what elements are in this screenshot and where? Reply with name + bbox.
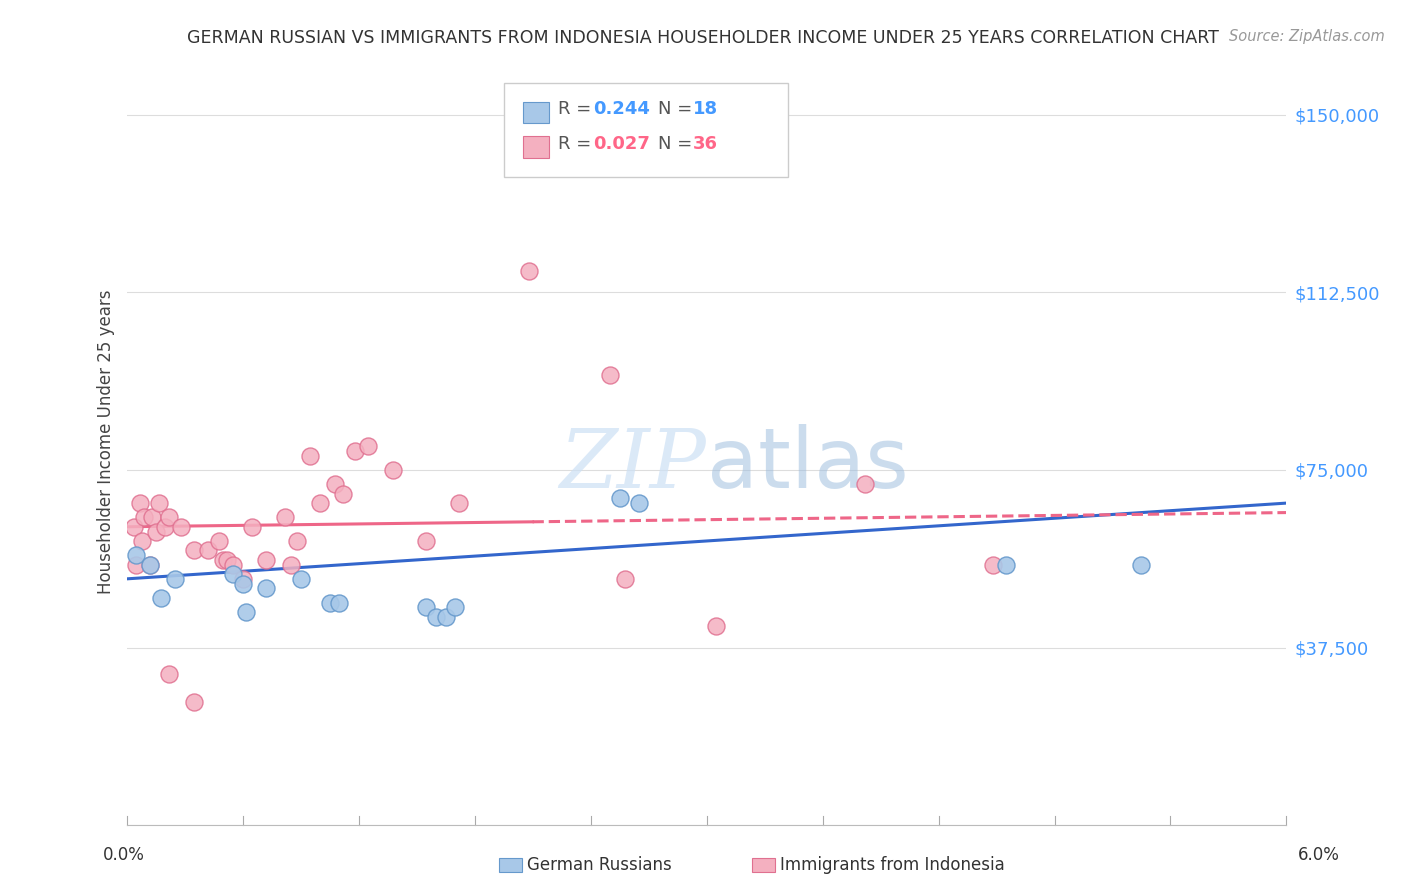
Point	[125, 548, 148, 562]
Point	[212, 553, 235, 567]
Point	[1130, 558, 1153, 572]
Point	[274, 510, 297, 524]
Text: R =: R =	[558, 101, 598, 119]
Point	[183, 695, 205, 709]
Point	[332, 486, 354, 500]
Point	[609, 491, 631, 506]
Point	[231, 576, 253, 591]
Text: 6.0%: 6.0%	[1298, 846, 1340, 863]
Text: GERMAN RUSSIAN VS IMMIGRANTS FROM INDONESIA HOUSEHOLDER INCOME UNDER 25 YEARS CO: GERMAN RUSSIAN VS IMMIGRANTS FROM INDONE…	[187, 29, 1219, 46]
Point	[222, 567, 245, 582]
Point	[163, 572, 186, 586]
Point	[704, 619, 727, 633]
Point	[382, 463, 405, 477]
Point	[222, 558, 245, 572]
Point	[132, 510, 155, 524]
Point	[425, 609, 447, 624]
FancyBboxPatch shape	[503, 83, 787, 177]
Text: 18: 18	[693, 101, 717, 119]
Point	[290, 572, 312, 586]
Text: atlas: atlas	[707, 424, 908, 505]
Point	[131, 533, 153, 548]
Text: 0.027: 0.027	[593, 135, 650, 153]
Point	[254, 582, 277, 596]
Point	[415, 600, 437, 615]
Point	[240, 520, 263, 534]
Point	[995, 558, 1018, 572]
Point	[627, 496, 650, 510]
Point	[129, 496, 152, 510]
Text: N =: N =	[658, 101, 697, 119]
Point	[157, 666, 180, 681]
Point	[125, 558, 148, 572]
Text: Immigrants from Indonesia: Immigrants from Indonesia	[780, 856, 1005, 874]
Text: ZIP: ZIP	[560, 425, 707, 505]
Bar	[523, 102, 548, 123]
Point	[285, 533, 308, 548]
Point	[235, 605, 257, 619]
Point	[599, 368, 621, 383]
Point	[138, 558, 160, 572]
Text: German Russians: German Russians	[527, 856, 672, 874]
Point	[157, 510, 180, 524]
Point	[309, 496, 332, 510]
Point	[318, 595, 340, 609]
Point	[153, 520, 177, 534]
Point	[150, 591, 173, 605]
Point	[148, 496, 170, 510]
Text: 0.0%: 0.0%	[103, 846, 145, 863]
Text: 36: 36	[693, 135, 717, 153]
Text: N =: N =	[658, 135, 697, 153]
Point	[124, 520, 146, 534]
Point	[138, 558, 160, 572]
Point	[280, 558, 302, 572]
Point	[415, 533, 437, 548]
Point	[323, 477, 347, 491]
Point	[208, 533, 231, 548]
Point	[434, 609, 457, 624]
Text: R =: R =	[558, 135, 598, 153]
Point	[141, 510, 163, 524]
Point	[183, 543, 205, 558]
Point	[145, 524, 167, 539]
Point	[231, 572, 253, 586]
Point	[217, 553, 239, 567]
Point	[343, 444, 366, 458]
Bar	[523, 136, 548, 158]
Point	[853, 477, 876, 491]
Point	[299, 449, 322, 463]
Point	[328, 595, 350, 609]
Point	[981, 558, 1004, 572]
Point	[447, 496, 470, 510]
Text: Source: ZipAtlas.com: Source: ZipAtlas.com	[1229, 29, 1385, 44]
Point	[357, 439, 380, 453]
Y-axis label: Householder Income Under 25 years: Householder Income Under 25 years	[97, 289, 115, 594]
Point	[169, 520, 191, 534]
Text: 0.244: 0.244	[593, 101, 650, 119]
Point	[197, 543, 219, 558]
Point	[614, 572, 637, 586]
Point	[517, 264, 540, 278]
Point	[254, 553, 277, 567]
Point	[444, 600, 467, 615]
